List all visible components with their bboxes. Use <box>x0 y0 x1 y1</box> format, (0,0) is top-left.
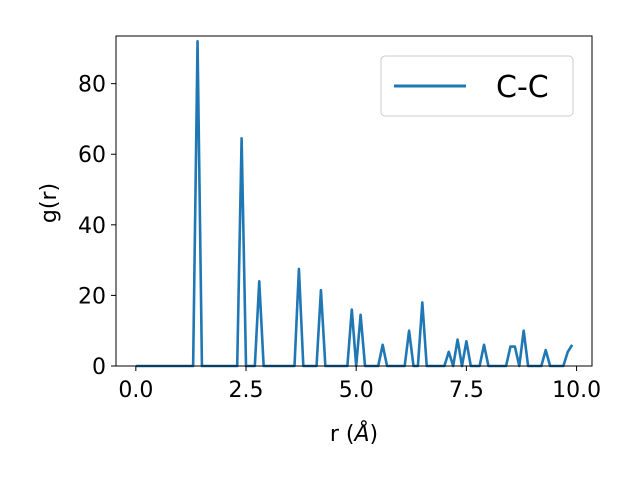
y-tick-label: 80 <box>78 73 106 98</box>
x-tick-label: 0.0 <box>118 378 153 403</box>
legend: C-C <box>380 55 574 117</box>
y-tick-label: 20 <box>78 284 106 309</box>
x-axis-label: r (Å) <box>330 420 378 447</box>
plot-frame <box>115 35 593 367</box>
legend-box <box>380 55 574 117</box>
y-tick-label: 0 <box>92 355 106 380</box>
ticks-layer: 0.0 2.5 5.0 7.5 10.0 0 20 40 60 80 <box>78 73 601 403</box>
x-tick-label: 10.0 <box>552 378 601 403</box>
series-line-0 <box>135 39 574 368</box>
series-layer <box>135 39 574 368</box>
legend-label: C-C <box>496 70 549 105</box>
x-tick-label: 5.0 <box>339 378 374 403</box>
x-tick-label: 7.5 <box>449 378 484 403</box>
y-axis-label: g(r) <box>37 183 62 223</box>
y-tick-label: 40 <box>78 214 106 239</box>
y-tick-label: 60 <box>78 143 106 168</box>
x-tick-label: 2.5 <box>229 378 264 403</box>
